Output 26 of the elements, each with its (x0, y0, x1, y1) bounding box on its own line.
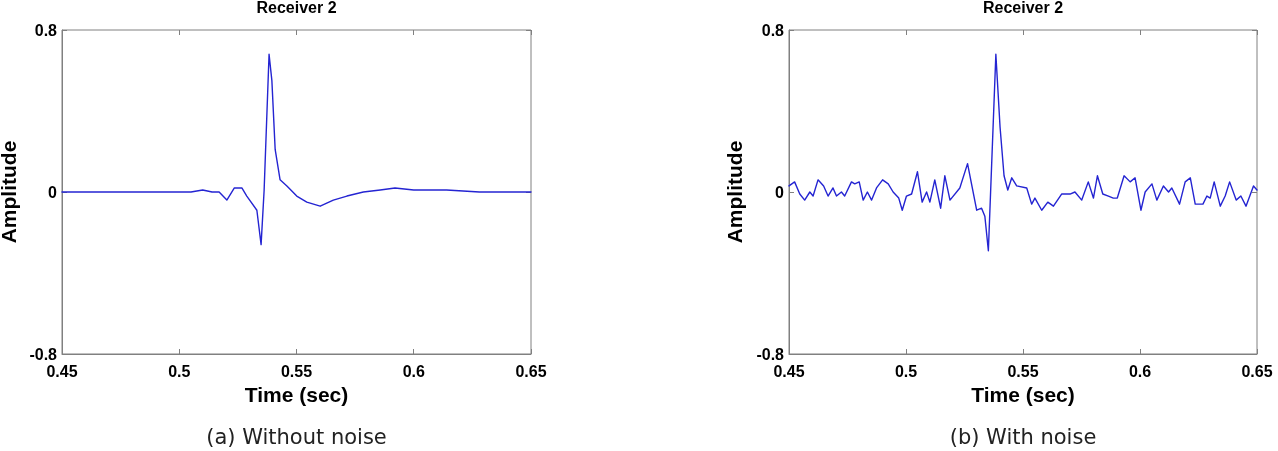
x-tick-label: 0.45 (773, 362, 805, 380)
x-axis-title: Time (sec) (244, 382, 349, 406)
y-axis-title: Amplitude (0, 140, 20, 244)
text: (a) Without noise (206, 425, 387, 449)
y-tick-label: 0 (48, 183, 58, 201)
chart-title: Receiver 2 (256, 0, 337, 16)
x-tick-label: 0.65 (515, 362, 547, 380)
y-tick-label: 0.8 (761, 21, 785, 39)
x-tick-label: 0.45 (46, 362, 78, 380)
x-tick-label: 0.5 (894, 362, 918, 380)
x-tick-label: 0.55 (1007, 362, 1039, 380)
y-tick-label: -0.8 (756, 345, 785, 363)
chart-title: Receiver 2 (982, 0, 1064, 16)
x-tick-label: 0.6 (1128, 362, 1152, 380)
x-tick-label: 0.6 (402, 362, 425, 380)
y-tick-label: 0 (775, 183, 785, 201)
y-tick-label: -0.8 (29, 345, 58, 363)
x-tick-label: 0.55 (280, 362, 313, 380)
y-axis-title: Amplitude (723, 140, 746, 244)
x-axis-title: Time (sec) (971, 382, 1075, 406)
text: (b) With noise (949, 425, 1097, 449)
x-tick-label: 0.5 (168, 362, 191, 380)
x-tick-label: 0.65 (1241, 362, 1273, 380)
y-tick-label: 0.8 (34, 21, 58, 39)
line-series (61, 53, 532, 246)
line-series (788, 53, 1258, 252)
